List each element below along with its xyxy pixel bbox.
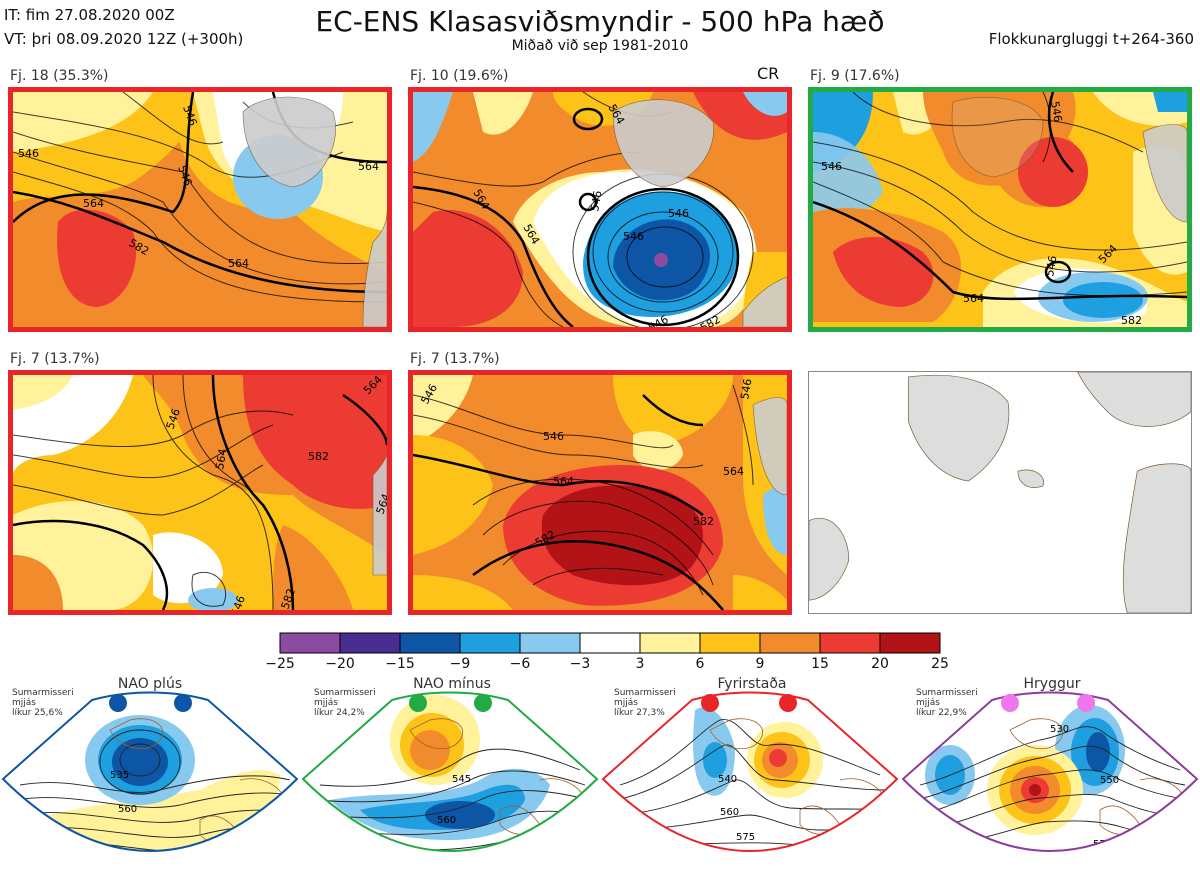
colorbar-label: −20 (325, 656, 355, 672)
panel-5-label: Fj. 7 (13.7%) (410, 351, 500, 367)
cluster-map-5: 546 546 564 582 582 564 546 (408, 370, 792, 615)
contour-label: 564 (358, 160, 379, 173)
note-line: mjjás (314, 698, 338, 708)
regime-map-ridge: 530 550 575 (901, 691, 1199, 852)
contour-label: 530 (1050, 724, 1069, 735)
colorbar-label: −15 (385, 656, 415, 672)
panel-2-badge: CR (757, 64, 780, 83)
colorbar-segment (759, 632, 821, 654)
colorbar-label: −6 (509, 656, 531, 672)
colorbar-segment (819, 632, 881, 654)
contour-label: 564 (553, 475, 574, 488)
note-line: líkur 24,2% (314, 708, 365, 718)
regime-4-note: Sumarmisseri mjjás líkur 22,9% (916, 688, 996, 718)
contour-label: 582 (279, 587, 298, 610)
note-line: Sumarmisseri (614, 688, 676, 698)
regime-2-note: Sumarmisseri mjjás líkur 24,2% (314, 688, 394, 718)
colorbar-segment (519, 632, 581, 654)
contour-label: 546 (1043, 255, 1059, 278)
contour-label: 546 (738, 378, 754, 401)
colorbar-segment (879, 632, 941, 654)
contour-label: 546 (668, 207, 689, 220)
colorbar-segment (339, 632, 401, 654)
colorbar-segment (399, 632, 461, 654)
note-line: mjjás (614, 698, 638, 708)
colorbar-label: −25 (265, 656, 295, 672)
regime-3-note: Sumarmisseri mjjás líkur 27,3% (614, 688, 694, 718)
contour-label: 546 (821, 160, 842, 173)
contour-label: 582 (1121, 314, 1142, 327)
contour-label: 564 (228, 257, 249, 270)
contour-label: 564 (963, 292, 984, 305)
contour-label: 540 (718, 774, 737, 785)
colorbar-label: 6 (695, 656, 705, 672)
cluster-map-2: 564 546 546 546 564 582 564 546 (408, 87, 792, 332)
colorbar-label: −3 (569, 656, 591, 672)
note-line: Sumarmisseri (916, 688, 978, 698)
panel-2-label: Fj. 10 (19.6%) (410, 68, 509, 84)
cluster-map-3: 546 546 546 564 564 582 (808, 87, 1192, 332)
colorbar-label: 25 (931, 656, 949, 672)
note-line: líkur 22,9% (916, 708, 967, 718)
note-line: líkur 25,6% (12, 708, 63, 718)
contour-label: 550 (1100, 775, 1119, 786)
colorbar-segment (639, 632, 701, 654)
colorbar (279, 632, 941, 654)
classification-window: Flokkunargluggi t+264-360 (988, 30, 1194, 48)
panel-4-label: Fj. 7 (13.7%) (10, 351, 100, 367)
colorbar-label: 15 (811, 656, 829, 672)
contour-label: 546 (229, 594, 248, 610)
regime-map-blocking: 540 560 575 (601, 691, 899, 852)
panel-3-label: Fj. 9 (17.6%) (810, 68, 900, 84)
contour-label: 582 (693, 515, 714, 528)
page-subtitle: Miðað við sep 1981-2010 (511, 38, 689, 54)
contour-label: 546 (18, 147, 39, 160)
contour-label: 546 (543, 430, 564, 443)
note-line: Sumarmisseri (12, 688, 74, 698)
note-line: líkur 27,3% (614, 708, 665, 718)
colorbar-label: 9 (755, 656, 765, 672)
colorbar-label: 20 (871, 656, 889, 672)
colorbar-segment (579, 632, 641, 654)
valid-time: VT: þri 08.09.2020 12Z (+300h) (4, 30, 244, 48)
contour-label: 564 (723, 465, 744, 478)
contour-label: 535 (110, 770, 129, 781)
panel-1-label: Fj. 18 (35.3%) (10, 68, 109, 84)
regime-1-note: Sumarmisseri mjjás líkur 25,6% (12, 688, 92, 718)
regime-1-title: NAO plús (117, 676, 183, 692)
contour-label: 560 (720, 807, 739, 818)
contour-label: 560 (118, 804, 137, 815)
colorbar-label: −9 (449, 656, 471, 672)
cluster-map-4: 546 564 582 564 546 582 564 (8, 370, 392, 615)
regime-2-title: NAO mínus (413, 676, 491, 692)
contour-label: 546 (1048, 100, 1064, 123)
cluster-map-1: 546 564 582 564 546 564 546 (8, 87, 392, 332)
page-title: EC-ENS Klasasviðsmyndir - 500 hPa hæð (315, 5, 885, 38)
contour-label: 575 (736, 832, 755, 843)
reference-map (808, 371, 1192, 614)
regime-map-nao-plus: 535 560 (1, 691, 299, 852)
colorbar-segment (459, 632, 521, 654)
colorbar-label: 3 (635, 656, 645, 672)
contour-label: 546 (623, 230, 644, 243)
contour-label: 564 (83, 197, 104, 210)
contour-label: 564 (213, 448, 229, 471)
note-line: mjjás (12, 698, 36, 708)
initial-time: IT: fim 27.08.2020 00Z (4, 6, 175, 24)
note-line: Sumarmisseri (314, 688, 376, 698)
contour-label: 545 (452, 774, 471, 785)
contour-label: 560 (437, 815, 456, 826)
regime-map-nao-minus: 545 560 575 (301, 691, 599, 852)
regime-3-title: Fyrirstaða (717, 676, 787, 692)
note-line: mjjás (916, 698, 940, 708)
regime-4-title: Hryggur (1023, 676, 1081, 692)
contour-label: 582 (308, 450, 329, 463)
contour-label: 546 (588, 190, 604, 213)
colorbar-segment (699, 632, 761, 654)
colorbar-segment (279, 632, 341, 654)
